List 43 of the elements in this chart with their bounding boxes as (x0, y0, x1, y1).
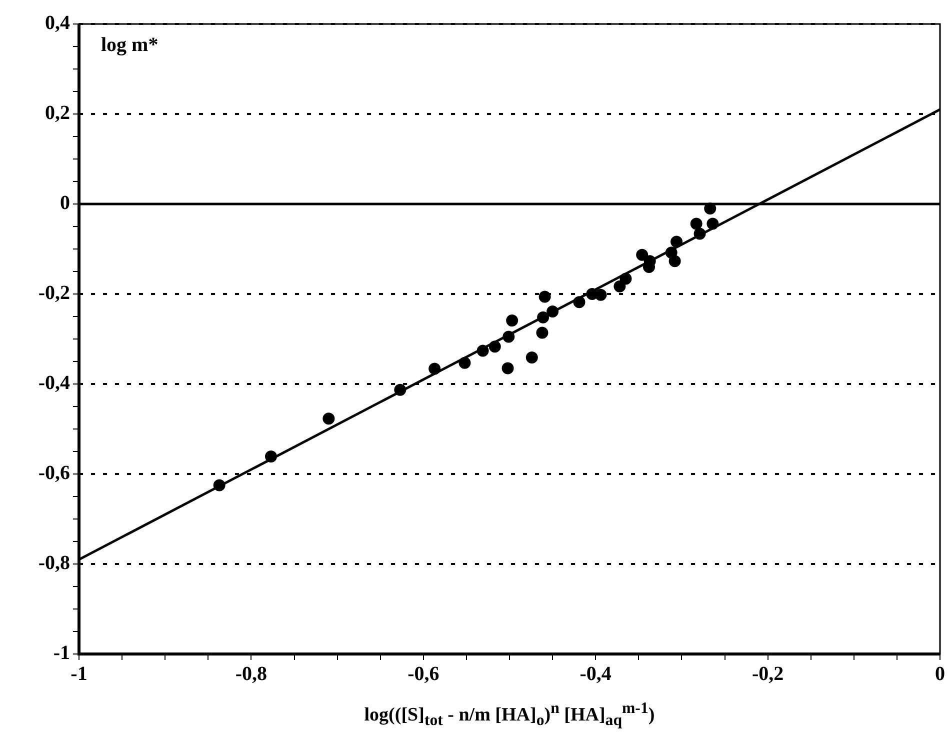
y-tick-label: -0,8 (38, 552, 70, 574)
point (546, 306, 559, 318)
point (670, 236, 683, 248)
x-tick-label: -1 (70, 663, 88, 686)
point (537, 311, 550, 324)
point (690, 218, 702, 230)
y-tick-label: 0 (60, 192, 70, 214)
point (488, 340, 501, 353)
x-tick-label: -0,8 (235, 663, 268, 686)
y-axis-title: log m* (101, 34, 158, 56)
y-tick-label: -0,6 (38, 462, 70, 484)
point (322, 412, 335, 425)
point (704, 202, 716, 214)
point (594, 288, 607, 301)
point (536, 326, 548, 339)
point (502, 362, 514, 374)
point (526, 351, 538, 364)
point (476, 344, 489, 357)
text: log(([S]$_{tot}$ - n/m [HA]$_{o}$)$^{n}$ [HA]$_{aq}$$^{m-1}$) (364, 700, 655, 730)
point (694, 228, 706, 240)
point (265, 450, 278, 462)
point (665, 246, 678, 259)
point (706, 218, 719, 230)
y-tick-label: -0,4 (38, 372, 70, 394)
point (213, 479, 226, 492)
x-tick-label: 0 (935, 663, 945, 686)
y-tick-label: 0,4 (45, 12, 70, 34)
point (620, 272, 632, 285)
point (573, 296, 586, 308)
point (636, 248, 648, 261)
y-tick-label: 0,2 (45, 102, 70, 124)
x-tick-label: -0,6 (408, 663, 440, 686)
point (428, 362, 441, 375)
y-tick-label: -0,2 (38, 282, 70, 304)
point (502, 330, 515, 343)
x-tick-label: -0,2 (752, 663, 784, 686)
point (538, 290, 551, 303)
point (614, 280, 626, 292)
y-tick-label: -1 (53, 642, 70, 664)
point (458, 356, 471, 369)
point (394, 384, 406, 396)
point (506, 314, 518, 327)
x-tick-label: -0,4 (580, 663, 612, 686)
